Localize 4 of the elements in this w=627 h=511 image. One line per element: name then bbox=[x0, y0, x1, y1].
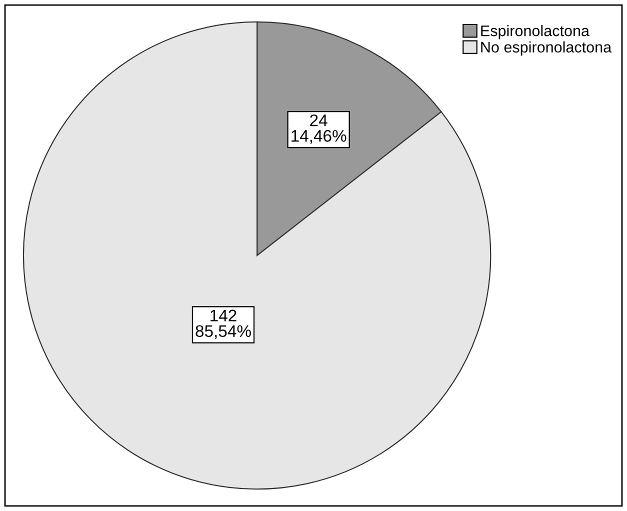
data-label: 24 14,46% bbox=[292, 114, 346, 144]
legend-label: Espironolactona bbox=[481, 25, 590, 40]
legend-label: No espironolactona bbox=[481, 41, 612, 56]
data-label: 142 85,54% bbox=[196, 310, 251, 339]
